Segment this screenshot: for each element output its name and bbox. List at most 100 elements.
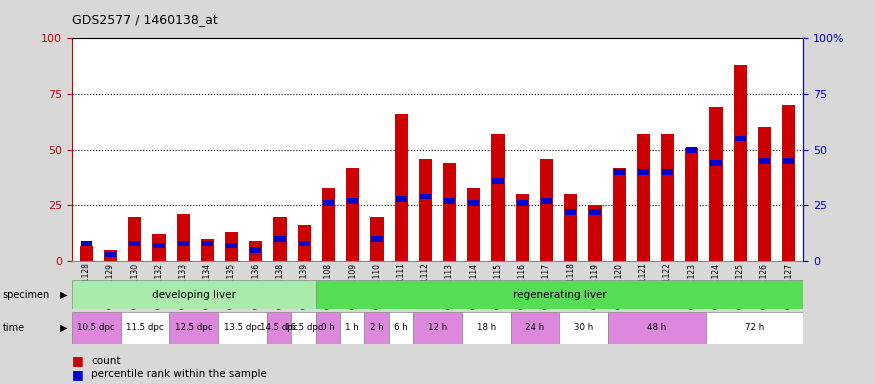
Bar: [759, 158, 770, 164]
Text: ▶: ▶: [60, 323, 67, 333]
Bar: [515, 194, 528, 261]
Bar: [121, 312, 169, 344]
Text: 24 h: 24 h: [525, 323, 544, 333]
Text: 16.5 dpc: 16.5 dpc: [284, 323, 322, 333]
Text: 12 h: 12 h: [428, 323, 447, 333]
Bar: [72, 280, 316, 309]
Bar: [105, 252, 116, 257]
Bar: [364, 312, 388, 344]
Text: 11.5 dpc: 11.5 dpc: [126, 323, 164, 333]
Bar: [565, 209, 577, 215]
Text: ■: ■: [72, 368, 83, 381]
Bar: [492, 134, 505, 261]
Text: specimen: specimen: [3, 290, 50, 300]
Bar: [130, 240, 140, 246]
Bar: [462, 312, 511, 344]
Bar: [493, 178, 504, 184]
Bar: [686, 147, 697, 152]
Text: 30 h: 30 h: [574, 323, 593, 333]
Text: 72 h: 72 h: [745, 323, 764, 333]
Bar: [685, 147, 698, 261]
Bar: [420, 194, 431, 199]
Bar: [298, 225, 311, 261]
Bar: [419, 159, 432, 261]
Bar: [783, 158, 794, 164]
Bar: [511, 312, 559, 344]
Bar: [468, 200, 480, 206]
Bar: [72, 312, 121, 344]
Text: 18 h: 18 h: [477, 323, 496, 333]
Text: 0 h: 0 h: [321, 323, 334, 333]
Bar: [467, 188, 480, 261]
Bar: [637, 134, 650, 261]
Text: count: count: [91, 356, 121, 366]
Bar: [346, 167, 360, 261]
Bar: [612, 167, 626, 261]
Text: regenerating liver: regenerating liver: [513, 290, 606, 300]
Bar: [589, 209, 600, 215]
Bar: [267, 312, 291, 344]
Bar: [758, 127, 771, 261]
Bar: [323, 200, 334, 206]
Bar: [371, 236, 382, 242]
Bar: [608, 312, 706, 344]
Bar: [153, 243, 164, 248]
Text: 2 h: 2 h: [369, 323, 383, 333]
Bar: [225, 232, 238, 261]
Bar: [250, 247, 262, 253]
Bar: [226, 243, 237, 248]
Bar: [662, 169, 673, 175]
Bar: [444, 198, 455, 204]
Bar: [128, 217, 142, 261]
Text: 12.5 dpc: 12.5 dpc: [175, 323, 213, 333]
Bar: [80, 245, 93, 261]
Bar: [169, 312, 218, 344]
Bar: [638, 169, 649, 175]
Text: percentile rank within the sample: percentile rank within the sample: [91, 369, 267, 379]
Bar: [218, 312, 267, 344]
Bar: [443, 163, 456, 261]
Text: 10.5 dpc: 10.5 dpc: [77, 323, 115, 333]
Bar: [733, 65, 747, 261]
Bar: [706, 312, 803, 344]
Bar: [104, 250, 117, 261]
Text: 14.5 dpc: 14.5 dpc: [260, 323, 298, 333]
Bar: [396, 196, 407, 202]
Bar: [249, 241, 262, 261]
Bar: [564, 194, 578, 261]
Bar: [80, 240, 92, 246]
Text: ▶: ▶: [60, 290, 67, 300]
Bar: [540, 159, 553, 261]
Bar: [316, 312, 340, 344]
Text: 13.5 dpc: 13.5 dpc: [224, 323, 262, 333]
Bar: [200, 239, 214, 261]
Bar: [322, 188, 335, 261]
Bar: [710, 161, 722, 166]
Text: 48 h: 48 h: [648, 323, 667, 333]
Bar: [388, 312, 413, 344]
Bar: [559, 312, 608, 344]
Bar: [710, 108, 723, 261]
Bar: [661, 134, 675, 261]
Bar: [347, 198, 359, 204]
Text: 6 h: 6 h: [394, 323, 408, 333]
Bar: [298, 240, 310, 246]
Text: ■: ■: [72, 354, 83, 367]
Bar: [273, 217, 287, 261]
Bar: [316, 280, 803, 309]
Text: developing liver: developing liver: [151, 290, 235, 300]
Bar: [202, 240, 213, 246]
Bar: [541, 198, 552, 204]
Bar: [516, 200, 528, 206]
Bar: [152, 234, 165, 261]
Bar: [395, 114, 408, 261]
Bar: [613, 169, 625, 175]
Text: 1 h: 1 h: [346, 323, 359, 333]
Bar: [782, 105, 795, 261]
Text: time: time: [3, 323, 24, 333]
Bar: [413, 312, 462, 344]
Bar: [178, 240, 189, 246]
Text: GDS2577 / 1460138_at: GDS2577 / 1460138_at: [72, 13, 218, 26]
Bar: [588, 205, 602, 261]
Bar: [370, 217, 383, 261]
